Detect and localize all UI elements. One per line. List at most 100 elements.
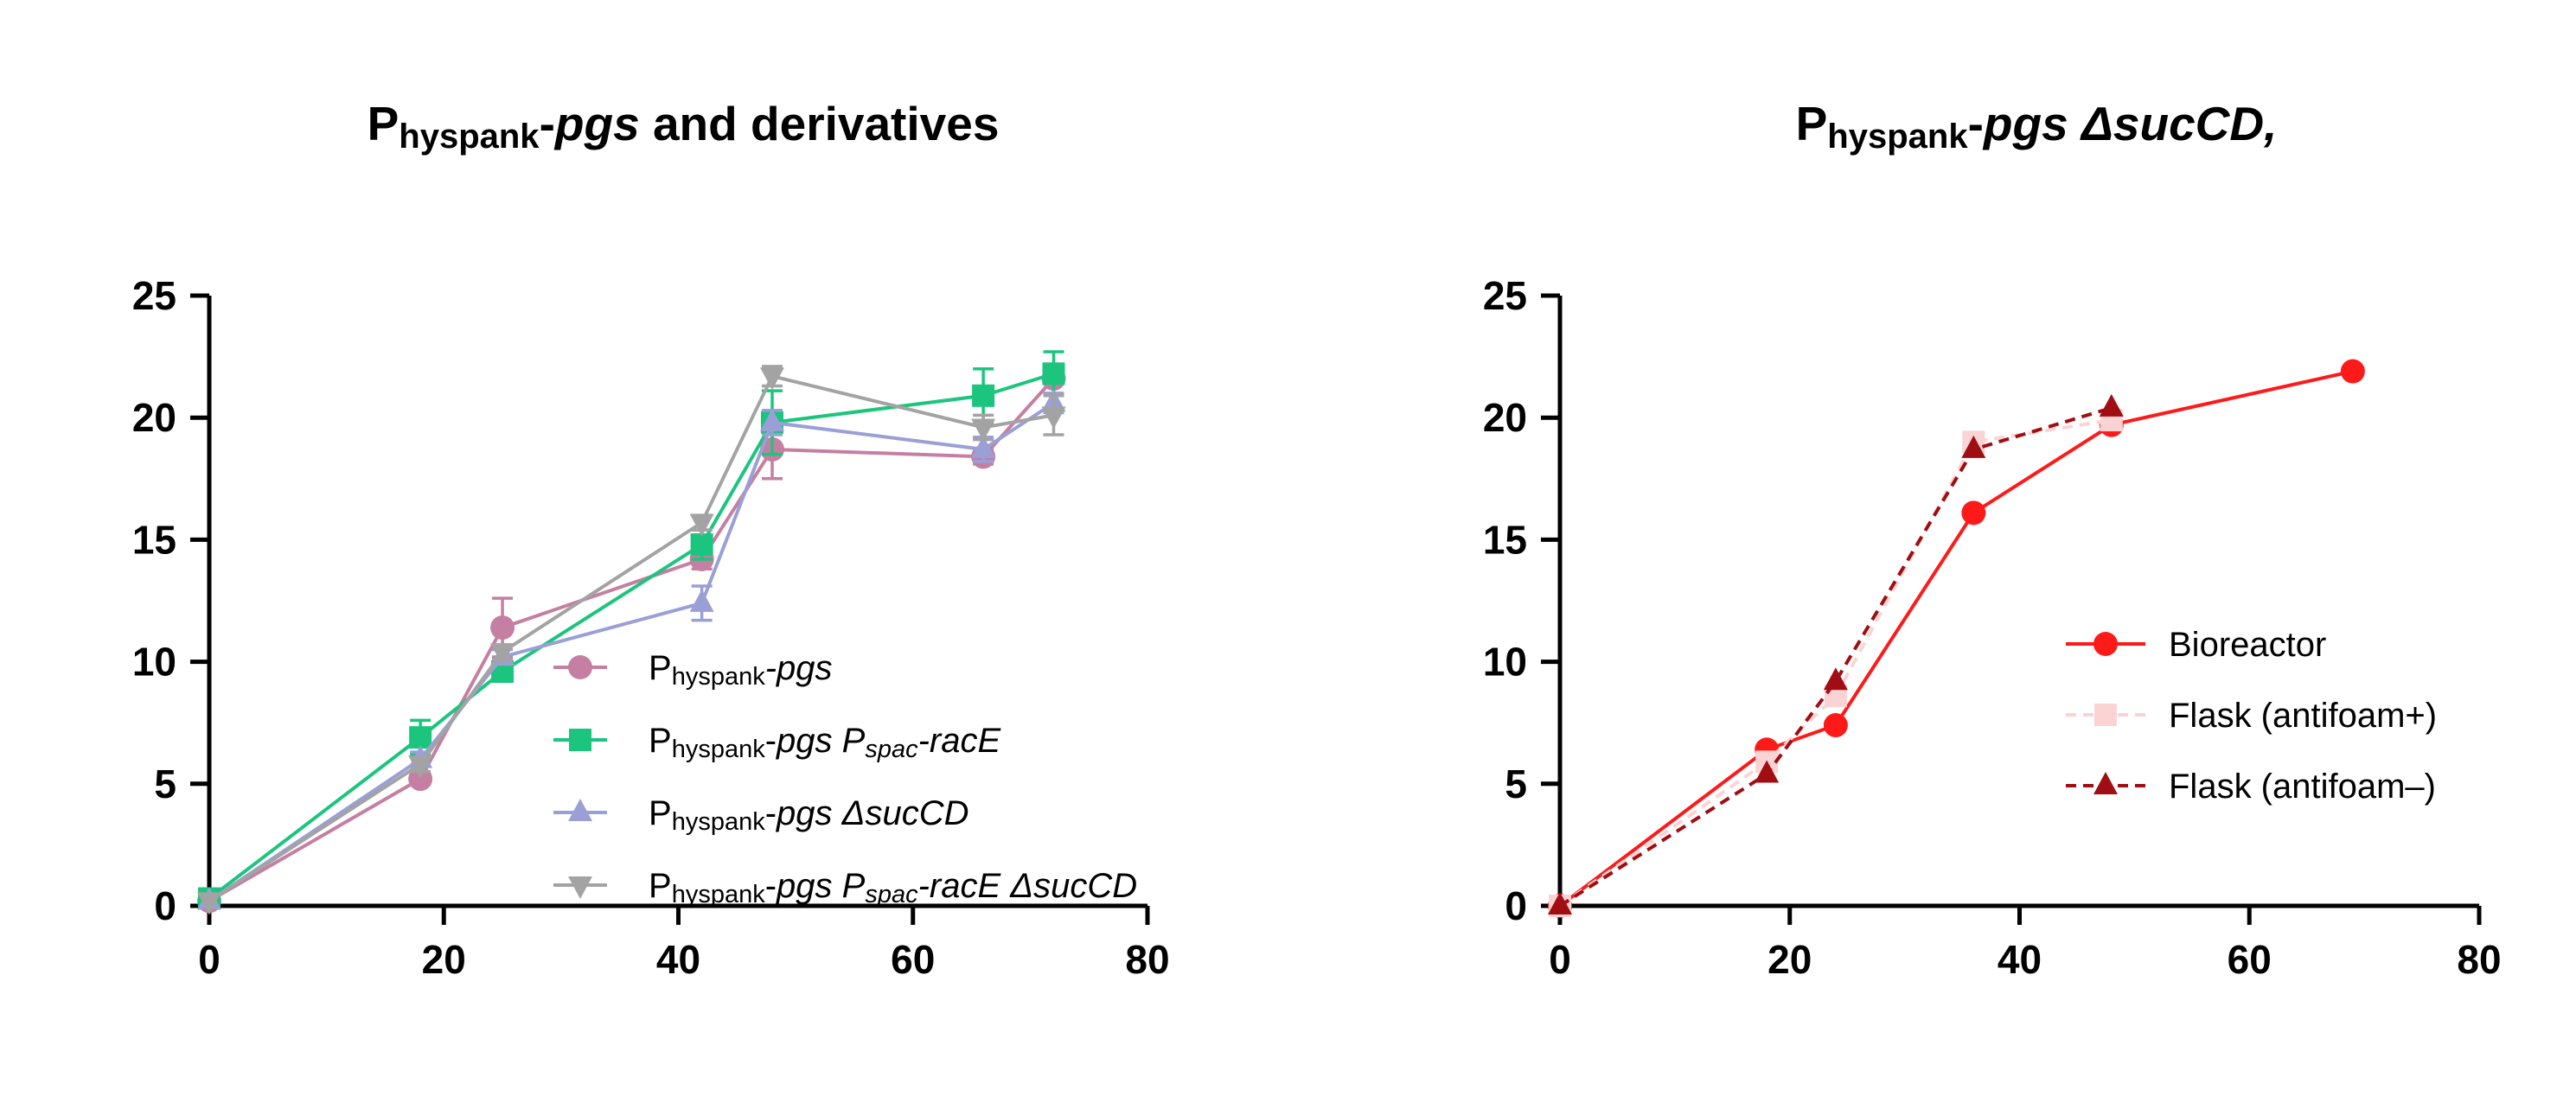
legend-label: Bioreactor (2169, 626, 2326, 664)
x-tick-label: 0 (198, 937, 221, 982)
series-line (1558, 369, 2354, 908)
legend-item: Bioreactor (2066, 626, 2326, 664)
chart_data.0.series.1.name_parts-part: - (765, 722, 777, 760)
legend-marker (569, 729, 591, 751)
legend-marker (568, 655, 592, 679)
chart_data.0.series.2.name_parts-part: P (649, 794, 672, 832)
chart_data.0.series.3.name_parts-part: pgs P (776, 867, 866, 905)
chart_data.0.title_parts-part: hyspank (399, 118, 540, 156)
data-point (197, 892, 221, 915)
y-tick-label: 0 (154, 883, 176, 928)
legend-item: Flask (antifoam+) (2066, 697, 2437, 735)
x-tick-label: 80 (2457, 937, 2501, 982)
chart_data.0.series.1.name_parts-part: P (649, 722, 672, 760)
data-point (1961, 500, 1986, 526)
data-point (689, 513, 714, 537)
chart_data.0.title_parts-part: and derivatives (640, 97, 1000, 150)
x-tick-label: 20 (422, 937, 466, 982)
chart_data.0.series.2.name_parts-part: pgs ΔsucCD (776, 794, 968, 832)
y-tick-label: 10 (132, 640, 176, 685)
series-line (1558, 418, 2113, 908)
x-tick-label: 60 (2228, 937, 2272, 982)
data-point (690, 533, 713, 557)
x-tick-label: 40 (1998, 937, 2042, 982)
y-tick-label: 15 (132, 517, 176, 562)
data-point (1042, 362, 1065, 386)
data-point (972, 384, 995, 407)
y-tick-label: 15 (1483, 517, 1527, 562)
chart_data.0.series.2.name_parts-part: hyspank (672, 808, 766, 836)
legend-label: Physpank-pgs ΔsucCD (649, 794, 969, 836)
legend-label: Physpank-pgs Pspac-racE ΔsucCD (649, 867, 1137, 908)
data-point (490, 615, 515, 640)
x-tick-label: 20 (1767, 937, 1812, 982)
data-point (760, 408, 784, 431)
legend-item: Physpank-pgs Pspac-racE (553, 722, 1001, 763)
chart_data.0.series.1.name_parts-part: hyspank (672, 736, 766, 763)
legend-item: Flask (antifoam–) (2066, 768, 2436, 806)
chart_data.0.series.2.name_parts-part: - (765, 794, 777, 832)
x-tick-label: 40 (656, 937, 700, 982)
data-point (1548, 892, 1572, 914)
y-tick-label: 25 (1483, 273, 1527, 318)
data-point (1961, 435, 1986, 458)
x-tick-label: 80 (1125, 937, 1169, 982)
series-1 (1549, 409, 2123, 917)
data-point (760, 367, 784, 391)
chart_data.0.title_parts-part: P (368, 97, 400, 150)
chart_data.0.series.1.name_parts-part: pgs P (776, 722, 866, 760)
chart_data.0.title_parts-part: - (540, 97, 555, 150)
x-tick-label: 0 (1549, 937, 1571, 982)
panel-b-chart: Physpank-pgs ΔsucCD, 0 20 40 60 80 0 5 10 15 20 25 B… (1483, 97, 2502, 982)
chart_data.0.series.3.name_parts-part: spac (865, 881, 918, 908)
chart-title: Physpank-pgs and derivatives (368, 97, 1000, 156)
data-point (1823, 667, 1848, 691)
legend-marker (2093, 772, 2118, 794)
data-point (971, 435, 996, 458)
y-tick-label: 25 (132, 273, 176, 318)
legend-marker (568, 799, 592, 821)
data-point (490, 643, 515, 666)
series-2 (1548, 393, 2124, 914)
data-point (409, 726, 432, 749)
chart_data.0.title_parts-part: pgs (553, 97, 640, 150)
chart_data.0.series.1.name_parts-part: -racE (918, 722, 1002, 760)
y-tick-label: 0 (1505, 883, 1527, 928)
legend-item: Physpank-pgs Pspac-racE ΔsucCD (553, 867, 1137, 908)
legend-label: Flask (antifoam+) (2169, 697, 2437, 735)
chart_data.0.series.3.name_parts-part: P (649, 867, 672, 905)
y-tick-label: 10 (1483, 640, 1527, 685)
chart-title: Physpank-pgs ΔsucCD, (1796, 97, 2278, 156)
chart_data.0.series.3.name_parts-part: - (765, 867, 777, 905)
data-point (689, 589, 714, 612)
legend-label: Physpank-pgs Pspac-racE (649, 722, 1001, 763)
chart_data.1.title_parts-part: pgs ΔsucCD, (1982, 97, 2277, 150)
legend-item: Physpank-pgs (553, 649, 833, 691)
data-point (408, 755, 433, 779)
chart_data.0.series.3.name_parts-part: -racE ΔsucCD (918, 867, 1138, 905)
x-tick-label: 60 (891, 937, 935, 982)
y-tick-label: 5 (1505, 761, 1527, 806)
legend-label: Flask (antifoam–) (2169, 768, 2436, 806)
data-point (1041, 406, 1066, 430)
y-tick-label: 5 (154, 761, 176, 806)
data-point (2099, 393, 2124, 417)
data-point (971, 418, 996, 442)
legend-label: Physpank-pgs (649, 649, 833, 691)
legend-item: Physpank-pgs ΔsucCD (553, 794, 969, 836)
data-point (2340, 359, 2365, 384)
chart_data.0.series.0.name_parts-part: P (649, 649, 672, 687)
series-3 (197, 365, 1066, 915)
chart_data.1.title_parts-part: hyspank (1827, 118, 1968, 156)
chart_data.0.series.3.name_parts-part: hyspank (672, 881, 766, 908)
chart_data.1.title_parts-part: - (1968, 97, 1984, 150)
chart_data.0.series.1.name_parts-part: spac (865, 736, 918, 763)
y-tick-label: 20 (132, 395, 176, 440)
chart_data.1.title_parts-part: P (1796, 97, 1828, 150)
data-point (1755, 760, 1780, 783)
legend-marker (2094, 704, 2117, 726)
y-tick-label: 20 (1483, 395, 1527, 440)
series-line (1558, 405, 2113, 908)
